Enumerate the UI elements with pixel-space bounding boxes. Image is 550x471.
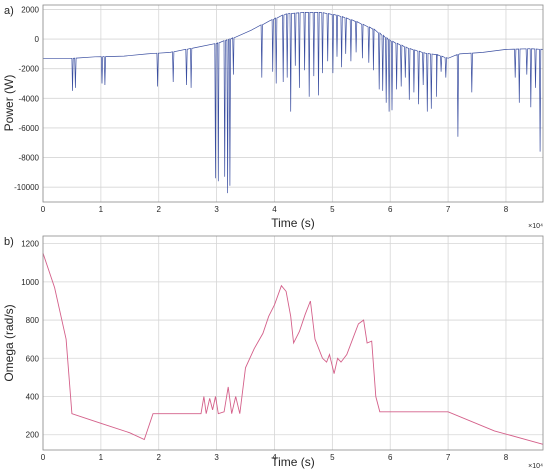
power-y-tick-label: -10000: [14, 183, 39, 192]
omega-x-axis-label: Time (s): [271, 455, 315, 469]
omega-x-tick-label: 1: [99, 453, 104, 462]
power-x-tick-label: 7: [446, 205, 451, 214]
omega-y-ticks: 1200 1000 800 600 400 200: [21, 240, 39, 440]
power-y-ticks: 2000 0 -2000 -4000 -6000 -8000 -10000: [14, 5, 39, 192]
power-x-tick-label: 2: [157, 205, 162, 214]
omega-x-tick-label: 4: [272, 453, 277, 462]
omega-x-exponent: ×10⁴: [528, 463, 543, 470]
power-x-ticks: 0 1 2 3 4 5 6 7 8: [41, 205, 509, 214]
omega-panel: b) 0 1 2 3 4 5 6 7 8 1200 1000 800 600 400 200 Time (…: [2, 235, 544, 470]
power-x-tick-label: 4: [272, 205, 277, 214]
omega-x-tick-label: 6: [388, 453, 393, 462]
omega-x-tick-label: 8: [504, 453, 509, 462]
power-y-tick-label: -2000: [19, 65, 40, 74]
power-x-axis-label: Time (s): [271, 216, 315, 230]
power-y-tick-label: -4000: [19, 94, 40, 103]
omega-x-ticks: 0 1 2 3 4 5 6 7 8: [41, 453, 509, 462]
power-panel: a) 0 1 2 3 4 5 6 7 8 2000 0 -2000 -4000 -6000 -8000 -1…: [2, 4, 544, 230]
omega-y-tick-label: 800: [26, 316, 40, 325]
power-series-line: [43, 12, 544, 194]
omega-series-line: [42, 253, 544, 445]
omega-x-tick-label: 7: [446, 453, 451, 462]
panel-label-a: a): [4, 5, 14, 17]
power-x-tick-label: 1: [99, 205, 104, 214]
power-x-tick-label: 3: [214, 205, 219, 214]
power-y-tick-label: 0: [35, 35, 40, 44]
omega-y-tick-label: 1200: [21, 240, 39, 249]
power-plot-area: [42, 4, 544, 203]
omega-grid: [42, 236, 543, 450]
power-y-tick-label: -8000: [19, 154, 40, 163]
omega-x-tick-label: 2: [157, 453, 162, 462]
omega-x-tick-label: 3: [214, 453, 219, 462]
omega-x-tick-label: 0: [41, 453, 46, 462]
omega-y-axis-label: Omega (rad/s): [2, 304, 16, 381]
power-x-exponent: ×10⁴: [528, 223, 543, 230]
power-x-tick-label: 5: [330, 205, 335, 214]
omega-y-tick-label: 400: [26, 393, 40, 402]
omega-y-tick-label: 1000: [21, 278, 39, 287]
omega-plot-area: [42, 235, 544, 451]
omega-y-tick-label: 200: [26, 431, 40, 440]
power-x-tick-label: 6: [388, 205, 393, 214]
power-y-axis-label: Power (W): [2, 75, 16, 132]
power-grid: [42, 5, 543, 202]
power-y-tick-label: -6000: [19, 124, 40, 133]
panel-label-b: b): [4, 236, 14, 248]
power-y-tick-label: 2000: [21, 5, 39, 14]
omega-y-tick-label: 600: [26, 354, 40, 363]
power-x-tick-label: 0: [41, 205, 46, 214]
omega-x-tick-label: 5: [330, 453, 335, 462]
power-x-tick-label: 8: [504, 205, 509, 214]
